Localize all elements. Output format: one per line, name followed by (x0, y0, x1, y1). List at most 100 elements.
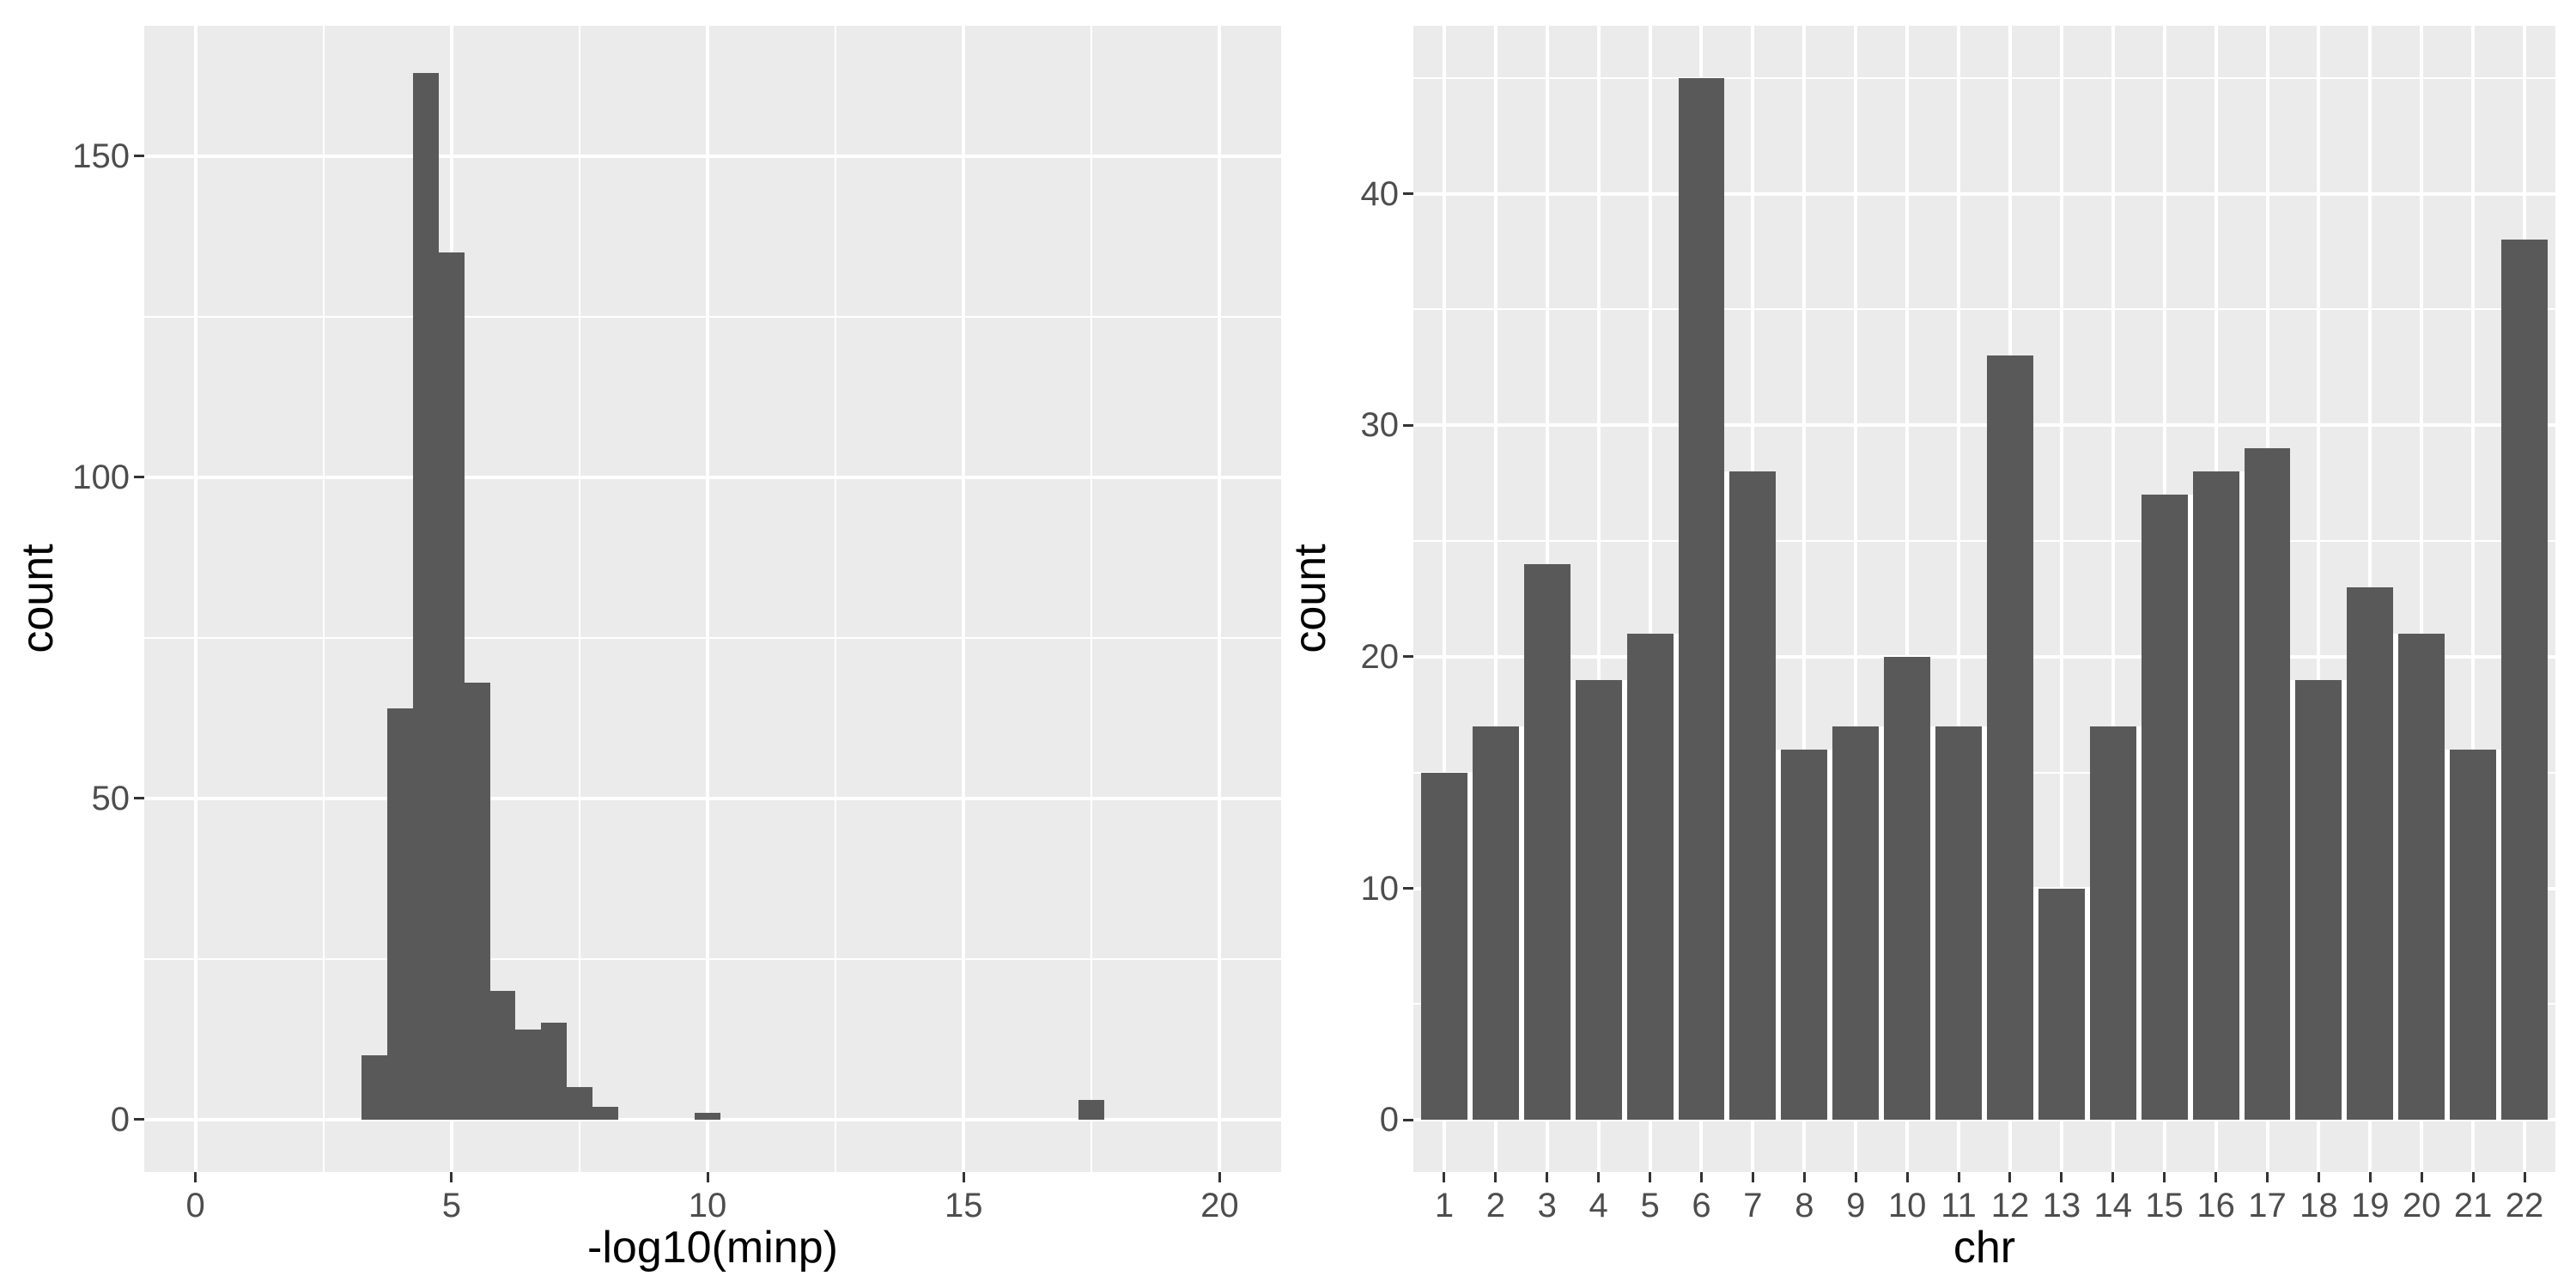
grid-minor-x (579, 26, 580, 1172)
category-bar (1729, 471, 1776, 1120)
y-tick-label: 40 (1279, 175, 1399, 213)
figure: -log10(minp) count 05010015005101520 chr… (0, 0, 2576, 1288)
category-bar (1421, 773, 1467, 1121)
x-tick-mark (2318, 1172, 2320, 1182)
category-bar (1679, 78, 1725, 1121)
x-tick-mark (2369, 1172, 2372, 1182)
category-bar (2245, 448, 2291, 1120)
histogram-bar (592, 1107, 618, 1120)
grid-minor-y (144, 316, 1281, 318)
bar-gap-line (2393, 634, 2398, 1120)
x-tick-mark (2524, 1172, 2526, 1182)
histogram-bar (465, 683, 490, 1120)
histogram-bar (695, 1113, 720, 1119)
bar-gap-line (2290, 680, 2295, 1120)
grid-major-x (706, 26, 709, 1172)
x-tick-mark (1649, 1172, 1651, 1182)
grid-major-y (144, 797, 1281, 800)
histogram-bar (515, 1030, 541, 1120)
bar-gap-line (2342, 680, 2347, 1120)
x-tick-mark (2472, 1172, 2475, 1182)
y-tick-label: 100 (9, 459, 130, 496)
x-tick-mark (1218, 1172, 1221, 1182)
grid-minor-y (1413, 77, 2555, 79)
bar-gap-line (2496, 750, 2501, 1121)
bar-gap-line (2445, 750, 2450, 1121)
category-bar (1524, 564, 1571, 1120)
grid-major-x (194, 26, 197, 1172)
x-axis-title-left: -log10(minp) (587, 1225, 838, 1270)
category-bar (2193, 471, 2239, 1120)
category-bar (1884, 657, 1930, 1120)
category-bar (1781, 750, 1827, 1121)
x-tick-mark (1752, 1172, 1754, 1182)
category-bar (2295, 680, 2342, 1120)
x-tick-mark (1597, 1172, 1600, 1182)
y-tick-mark (134, 797, 144, 799)
histogram-bar (361, 1055, 387, 1120)
bar-gap-line (1571, 680, 1576, 1120)
category-bar (2090, 726, 2136, 1120)
x-tick-mark (194, 1172, 197, 1182)
histogram-bar (490, 991, 516, 1120)
y-tick-mark (134, 1118, 144, 1121)
category-bar (2501, 240, 2548, 1120)
bar-gap-line (2085, 889, 2090, 1121)
histogram-bar (1078, 1100, 1104, 1119)
category-bar (2347, 587, 2393, 1120)
y-tick-label: 30 (1279, 406, 1399, 444)
barchart-chr-plot: chr count 010203040123456789101112131415… (1288, 0, 2576, 1288)
x-tick-mark (2215, 1172, 2217, 1182)
x-tick-mark (2008, 1172, 2011, 1182)
x-tick-label: 22 (2464, 1187, 2576, 1224)
y-tick-mark (1403, 887, 1413, 890)
histogram-minp-plot: -log10(minp) count 05010015005101520 (0, 0, 1288, 1288)
y-axis-title-left: count (15, 544, 60, 653)
bar-gap-line (1519, 726, 1524, 1120)
x-tick-mark (963, 1172, 965, 1182)
grid-major-y (144, 155, 1281, 158)
x-tick-label: 5 (392, 1187, 512, 1224)
histogram-bar (567, 1087, 592, 1119)
bar-gap-line (1776, 750, 1781, 1121)
grid-minor-y (144, 958, 1281, 960)
category-bar (2038, 889, 2085, 1121)
bar-gap-line (1622, 680, 1627, 1120)
x-tick-mark (1546, 1172, 1548, 1182)
y-tick-label: 50 (9, 780, 130, 817)
histogram-bar (439, 252, 465, 1120)
category-bar (1473, 726, 1519, 1120)
grid-minor-x (1091, 26, 1092, 1172)
x-tick-label: 10 (647, 1187, 768, 1224)
x-tick-mark (450, 1172, 453, 1182)
y-tick-mark (1403, 424, 1413, 427)
y-tick-label: 150 (9, 137, 130, 175)
x-tick-mark (2060, 1172, 2063, 1182)
bar-gap-line (2239, 471, 2245, 1120)
category-bar (1832, 726, 1879, 1120)
y-tick-mark (1403, 192, 1413, 195)
grid-major-x (962, 26, 965, 1172)
y-tick-mark (134, 155, 144, 157)
grid-major-y (1413, 423, 2555, 427)
bar-gap-line (1724, 471, 1729, 1120)
bar-gap-line (1467, 773, 1473, 1121)
histogram-bar (541, 1023, 567, 1119)
grid-minor-y (144, 637, 1281, 639)
category-bar (1935, 726, 1982, 1120)
x-tick-mark (2421, 1172, 2423, 1182)
y-tick-mark (134, 476, 144, 478)
x-tick-mark (1958, 1172, 1960, 1182)
y-tick-label: 0 (1279, 1101, 1399, 1139)
x-tick-mark (707, 1172, 709, 1182)
grid-major-y (144, 476, 1281, 479)
y-tick-label: 20 (1279, 638, 1399, 676)
x-tick-mark (1700, 1172, 1703, 1182)
grid-major-y (1413, 192, 2555, 196)
plot-panel (1413, 26, 2555, 1172)
category-bar (2398, 634, 2445, 1120)
x-tick-mark (2163, 1172, 2166, 1182)
category-bar (1987, 355, 2033, 1120)
grid-minor-x (835, 26, 836, 1172)
x-tick-label: 15 (903, 1187, 1024, 1224)
